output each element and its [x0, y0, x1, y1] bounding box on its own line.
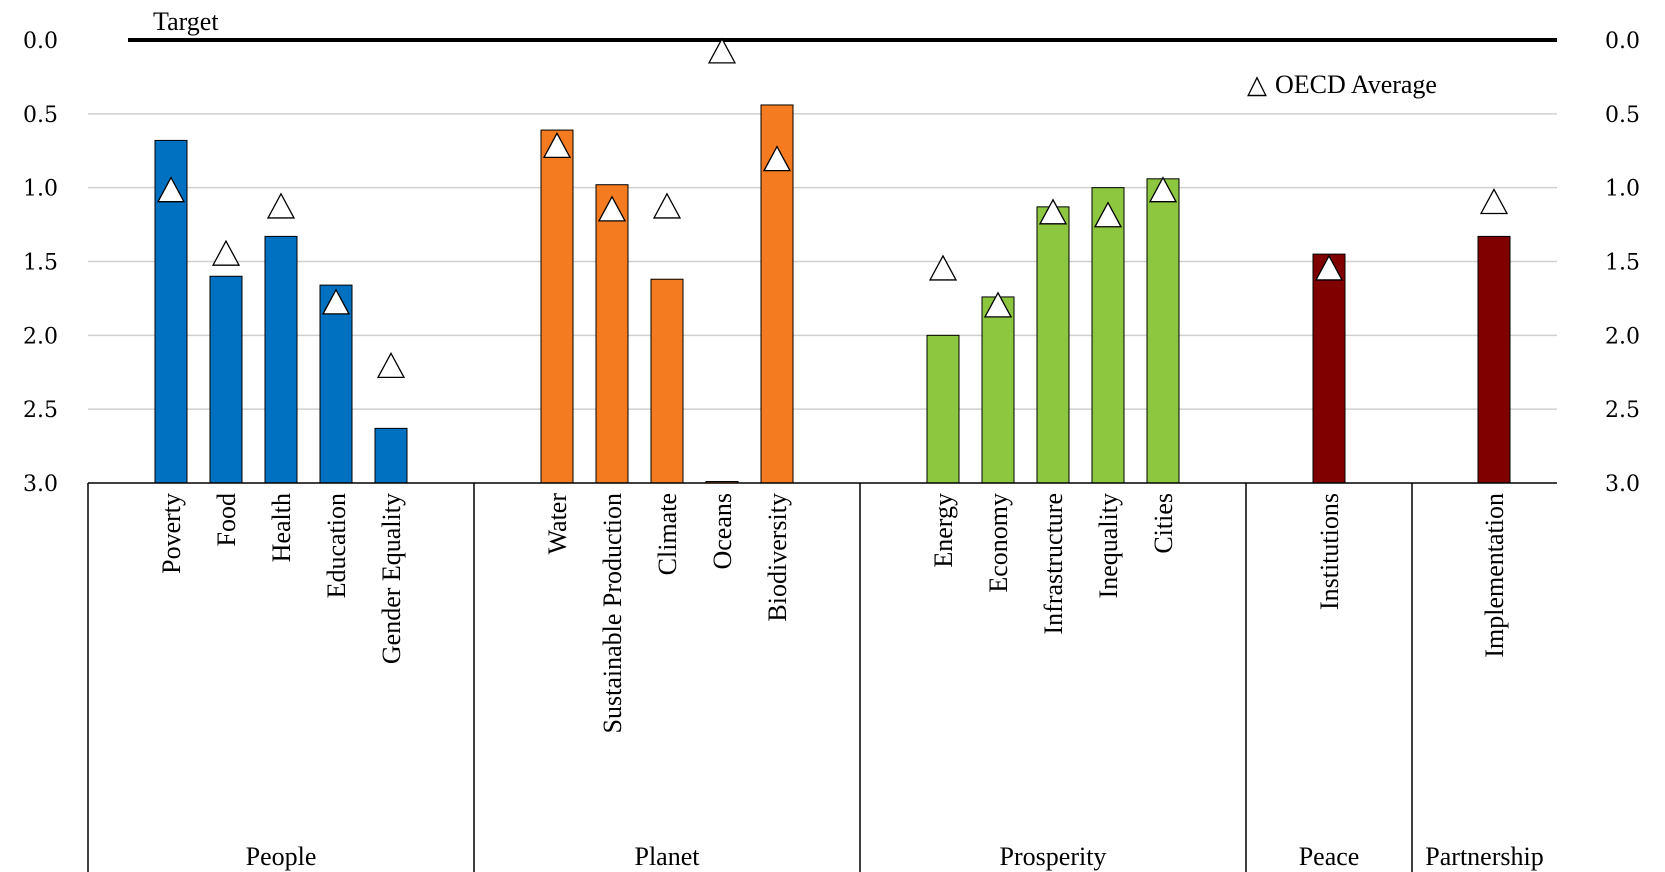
oecd-average-marker [376, 351, 406, 379]
category-label: Water [543, 493, 572, 555]
y-tick-label: 0.5 [23, 103, 58, 128]
oecd-average-marker [707, 37, 737, 64]
bar [1091, 187, 1125, 484]
bar [926, 334, 960, 484]
bar [264, 235, 298, 484]
bars [154, 104, 1511, 484]
category-label: Climate [653, 493, 682, 575]
category-label: Energy [929, 493, 958, 568]
category-label: Cities [1149, 493, 1178, 554]
group-label: People [246, 842, 317, 871]
y-tick-label-right: 1.5 [1605, 251, 1640, 276]
oecd-markers [156, 37, 1509, 379]
category-label: Institutions [1315, 493, 1344, 610]
target-line-group: Target [128, 7, 1557, 42]
category-label: Sustainable Production [598, 493, 627, 733]
oecd-average-marker [321, 288, 351, 315]
legend-label: OECD Average [1275, 70, 1437, 99]
bar [1036, 206, 1070, 484]
bar [374, 427, 408, 484]
oecd-average-marker [542, 131, 572, 159]
oecd-average-marker [983, 291, 1013, 318]
oecd-average-marker [652, 192, 682, 219]
category-label: Gender Equality [377, 493, 406, 664]
bar [650, 278, 684, 484]
y-tick-label: 1.5 [23, 251, 58, 276]
y-tick-label: 2.5 [23, 398, 58, 423]
bar [1146, 178, 1180, 484]
category-label: Oceans [708, 493, 737, 570]
category-label: Biodiversity [763, 493, 792, 622]
oecd-average-marker [597, 195, 627, 222]
oecd-average-marker [1148, 176, 1178, 203]
category-labels: Poverty Food Health Education Gender Equalit… [157, 493, 1509, 734]
group-label: Partnership [1425, 842, 1543, 871]
y-tick-label: 1.0 [23, 177, 58, 202]
y-tick-label-right: 0.5 [1605, 103, 1640, 128]
bar [595, 184, 629, 484]
y-tick-label: 2.0 [23, 324, 58, 349]
category-label: Food [212, 493, 241, 546]
y-tick-label-right: 2.5 [1605, 398, 1640, 423]
bar [209, 275, 243, 484]
oecd-average-marker [156, 176, 186, 203]
category-label: Inequality [1094, 493, 1123, 598]
y-tick-label-right: 1.0 [1605, 177, 1640, 202]
legend: △ OECD Average [1247, 70, 1437, 99]
group-labels: People Planet Prosperity Peace Partnership [87, 482, 1557, 872]
bar [319, 284, 353, 484]
group-label: Planet [635, 842, 701, 871]
target-label: Target [153, 7, 219, 36]
bar [540, 129, 574, 484]
oecd-average-marker [928, 254, 958, 281]
bar [1477, 235, 1511, 484]
y-tick-label: 0.0 [23, 29, 58, 54]
category-label: Education [322, 493, 351, 598]
group-label: Peace [1299, 842, 1360, 871]
legend-triangle-icon: △ [1247, 70, 1267, 99]
y-tick-label-right: 3.0 [1605, 472, 1640, 497]
group-label: Prosperity [1000, 842, 1107, 871]
y-tick-label-right: 0.0 [1605, 29, 1640, 54]
oecd-average-marker [1479, 188, 1509, 215]
oecd-average-marker [1038, 198, 1068, 225]
oecd-average-marker [211, 239, 241, 266]
y-axis-right: 0.0 0.5 1.0 1.5 2.0 2.5 3.0 [1605, 29, 1640, 497]
oecd-average-marker [1314, 254, 1344, 281]
category-label: Economy [984, 493, 1013, 593]
oecd-average-marker [1093, 201, 1123, 228]
category-label: Poverty [157, 493, 186, 574]
oecd-average-marker [762, 145, 792, 172]
y-tick-label: 3.0 [23, 472, 58, 497]
category-label: Health [267, 493, 296, 562]
y-axis-left: 0.0 0.5 1.0 1.5 2.0 2.5 3.0 [23, 29, 58, 497]
y-tick-label-right: 2.0 [1605, 324, 1640, 349]
bar [981, 296, 1015, 484]
oecd-average-marker [266, 192, 296, 219]
category-label: Implementation [1480, 493, 1509, 658]
bar [1312, 253, 1346, 484]
category-label: Infrastructure [1039, 493, 1068, 634]
